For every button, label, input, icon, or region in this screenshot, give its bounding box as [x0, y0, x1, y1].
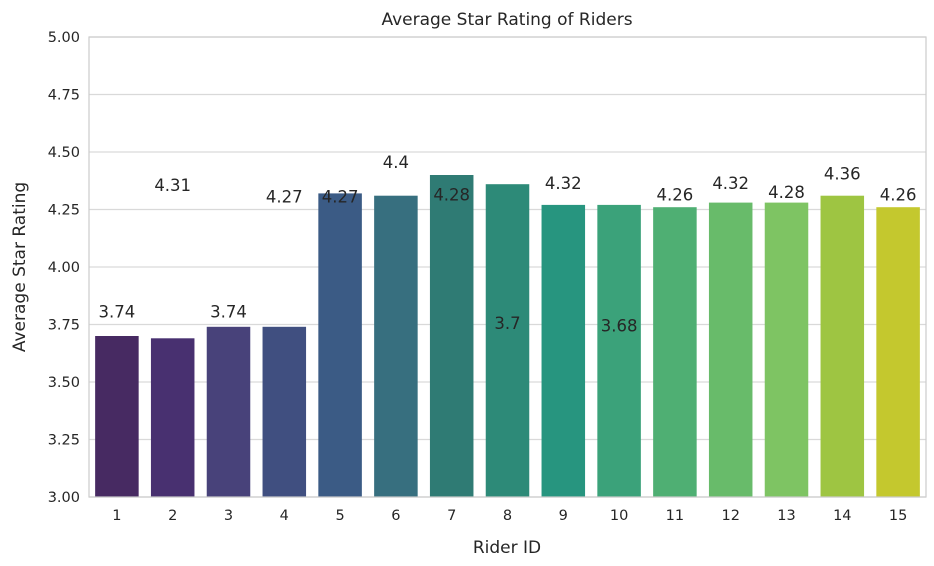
x-tick-label: 3 [224, 508, 233, 524]
bar [764, 202, 809, 497]
x-tick-label: 14 [833, 508, 851, 524]
y-tick-label: 5.00 [48, 30, 80, 46]
bar [262, 326, 307, 497]
data-label: 3.7 [494, 314, 520, 333]
bars-group [95, 175, 920, 497]
data-label: 4.4 [383, 153, 409, 172]
x-axis-label: Rider ID [473, 538, 541, 558]
bar [485, 184, 530, 497]
x-tick-label: 9 [559, 508, 568, 524]
x-tick-label: 7 [447, 508, 456, 524]
bar [597, 204, 641, 497]
data-labels-group: 3.74 4.31 3.74 4.27 4.27 4.4 4.28 3.7 4.32 3.68 4.… [99, 153, 917, 335]
x-tick-label: 6 [391, 508, 400, 524]
y-tick-label: 3.00 [48, 490, 80, 506]
x-axis-ticks: 1 2 3 4 5 6 7 8 9 10 11 12 13 14 15 [112, 508, 907, 524]
data-label: 4.36 [824, 165, 861, 184]
bar [708, 202, 753, 497]
bar [318, 193, 362, 497]
data-label: 3.74 [210, 303, 247, 322]
y-tick-label: 3.50 [48, 375, 80, 391]
data-label: 4.32 [712, 174, 749, 193]
bar [820, 195, 865, 497]
x-tick-label: 10 [610, 508, 628, 524]
data-label: 4.28 [768, 183, 805, 202]
x-tick-label: 2 [168, 508, 177, 524]
plot-frame [88, 36, 927, 498]
data-label: 4.32 [545, 174, 582, 193]
y-tick-label: 4.25 [48, 203, 80, 219]
data-label: 3.68 [601, 316, 638, 335]
y-tick-label: 4.00 [48, 260, 80, 276]
y-tick-label: 4.75 [48, 88, 80, 104]
y-tick-label: 4.50 [48, 145, 80, 161]
x-tick-label: 8 [503, 508, 512, 524]
y-tick-label: 3.75 [48, 318, 80, 334]
data-label: 4.26 [657, 185, 694, 204]
data-label: 4.27 [322, 188, 359, 207]
data-label: 4.28 [433, 185, 470, 204]
bar [876, 207, 920, 497]
bar [95, 336, 139, 497]
x-tick-label: 12 [721, 508, 739, 524]
data-label: 3.74 [99, 303, 136, 322]
bar [150, 338, 195, 497]
bar [206, 326, 251, 497]
y-axis-ticks: 3.00 3.25 3.50 3.75 4.00 4.25 4.50 4.75 5.00 [48, 30, 80, 506]
bar [541, 204, 586, 497]
data-label: 4.26 [880, 185, 917, 204]
x-tick-label: 13 [777, 508, 795, 524]
data-label: 4.31 [154, 176, 191, 195]
bar [653, 207, 697, 497]
chart-title: Average Star Rating of Riders [381, 10, 632, 30]
x-tick-label: 15 [889, 508, 907, 524]
x-tick-label: 1 [112, 508, 121, 524]
data-label: 4.27 [266, 188, 303, 207]
x-tick-label: 4 [280, 508, 289, 524]
bar [374, 195, 418, 497]
bar [429, 175, 474, 497]
x-tick-label: 5 [335, 508, 344, 524]
y-axis-label: Average Star Rating [10, 182, 30, 352]
x-tick-label: 11 [666, 508, 684, 524]
y-tick-label: 3.25 [48, 433, 80, 449]
